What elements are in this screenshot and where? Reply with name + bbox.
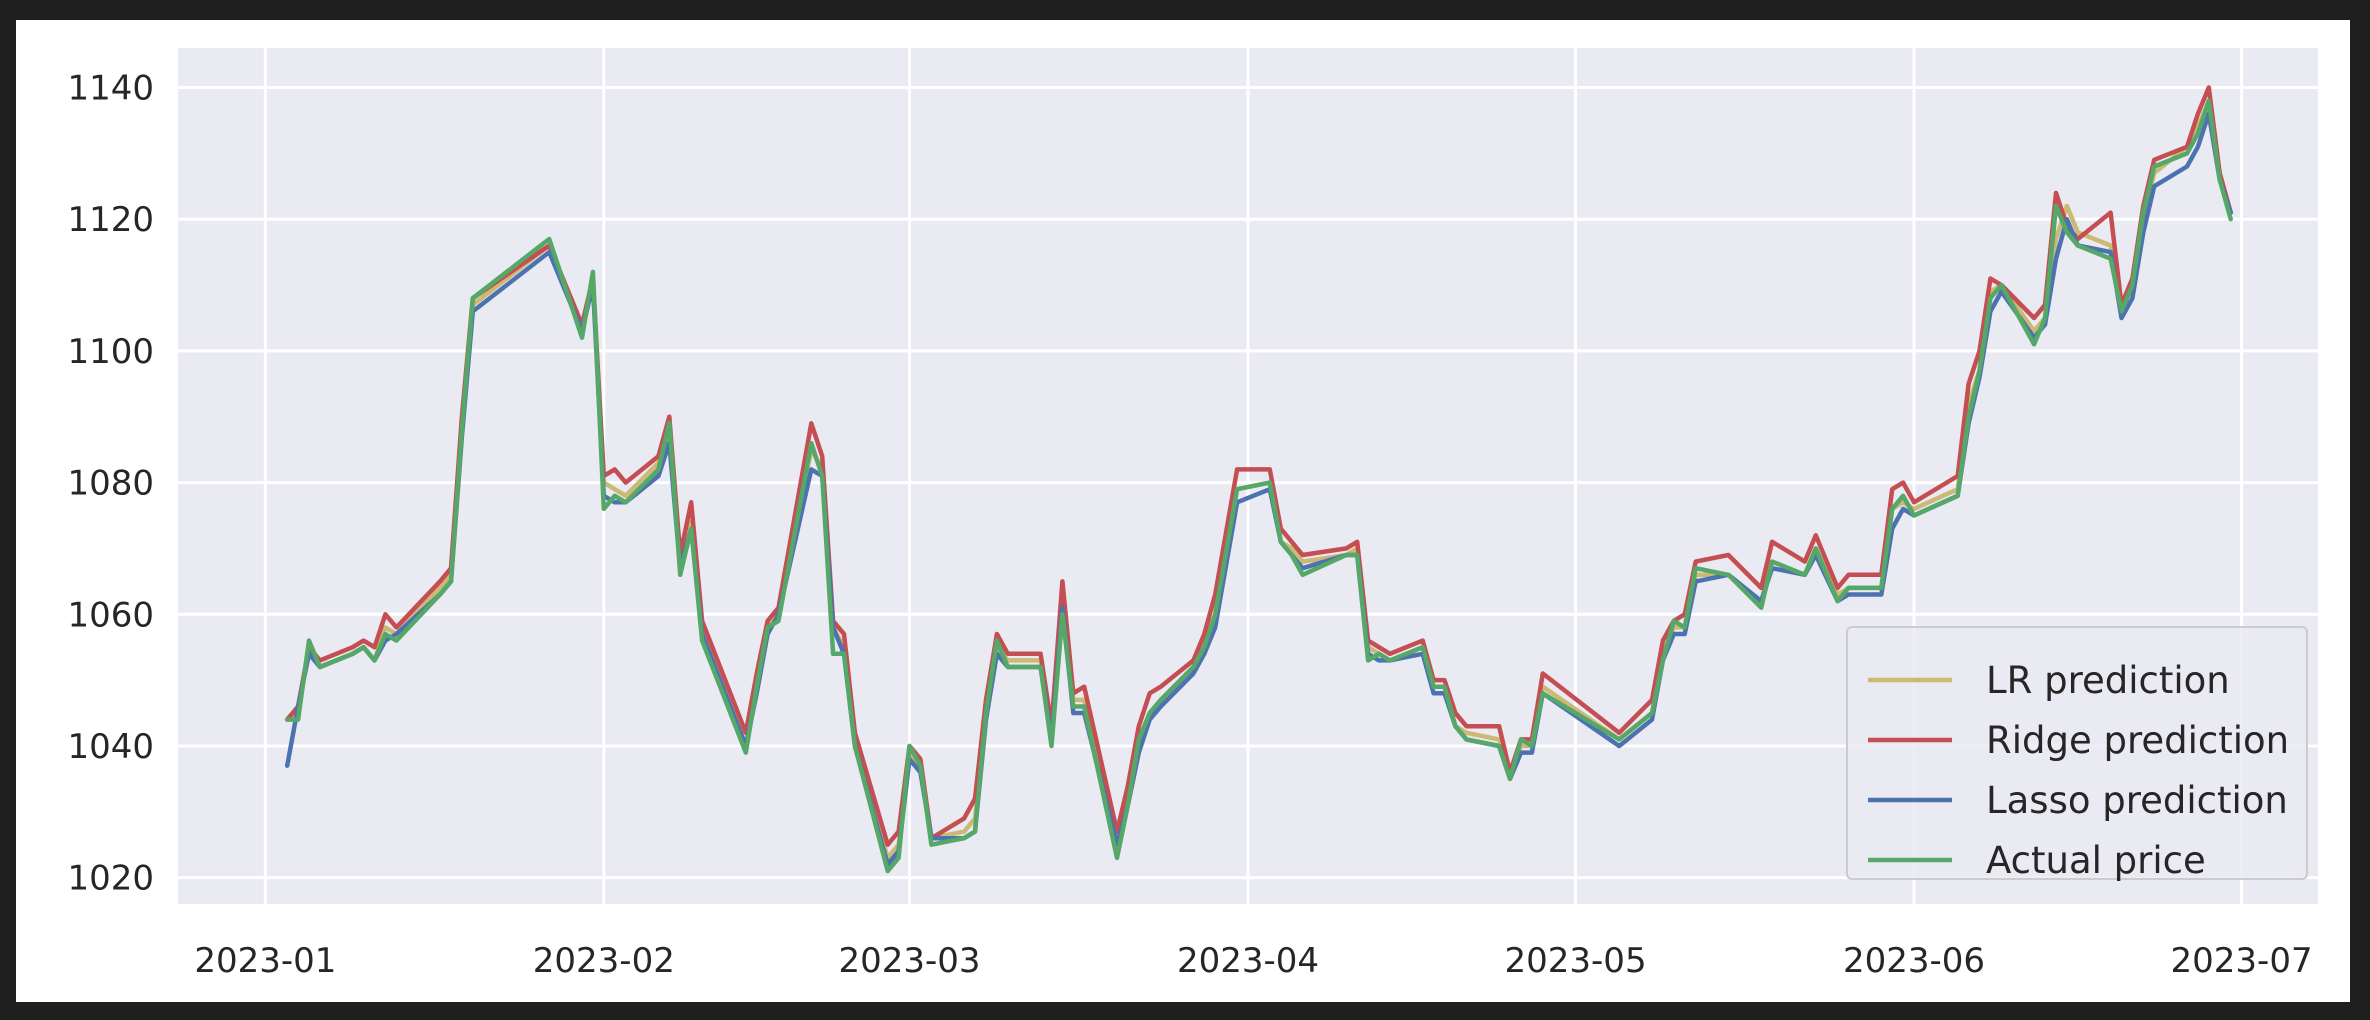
legend: LR prediction Ridge prediction Lasso predi… <box>1846 626 2308 882</box>
legend-label: Actual price <box>1986 839 2206 882</box>
x-tick-label: 2023-03 <box>838 941 980 981</box>
x-tick-label: 2023-05 <box>1505 941 1647 981</box>
series-line-actual-price <box>284 98 2233 874</box>
x-axis-ticks: 2023-01 2023-02 2023-03 2023-04 2023-05 2023-… <box>194 941 2312 981</box>
y-tick-label: 1120 <box>67 200 154 240</box>
x-tick-label: 2023-07 <box>2171 941 2313 981</box>
x-tick-label: 2023-01 <box>194 941 336 981</box>
series-lines <box>284 85 2233 874</box>
figure-frame: 1020 1040 1060 1080 1100 1120 1140 2023-01 2023… <box>16 20 2350 1002</box>
y-tick-label: 1140 <box>67 69 154 109</box>
legend-box <box>1846 626 2308 880</box>
x-tick-label: 2023-06 <box>1843 941 1985 981</box>
y-axis-ticks: 1020 1040 1060 1080 1100 1120 1140 <box>67 69 154 899</box>
legend-label: Ridge prediction <box>1986 719 2289 762</box>
y-tick-label: 1080 <box>67 464 154 504</box>
y-tick-label: 1040 <box>67 727 154 767</box>
y-tick-label: 1020 <box>67 859 154 899</box>
grid-lines <box>178 48 2318 904</box>
legend-label: LR prediction <box>1986 659 2230 702</box>
series-line-ridge-prediction <box>284 85 2233 847</box>
y-tick-label: 1100 <box>67 332 154 372</box>
x-tick-label: 2023-04 <box>1177 941 1319 981</box>
y-tick-label: 1060 <box>67 595 154 635</box>
legend-label: Lasso prediction <box>1986 779 2288 822</box>
x-tick-label: 2023-02 <box>533 941 675 981</box>
